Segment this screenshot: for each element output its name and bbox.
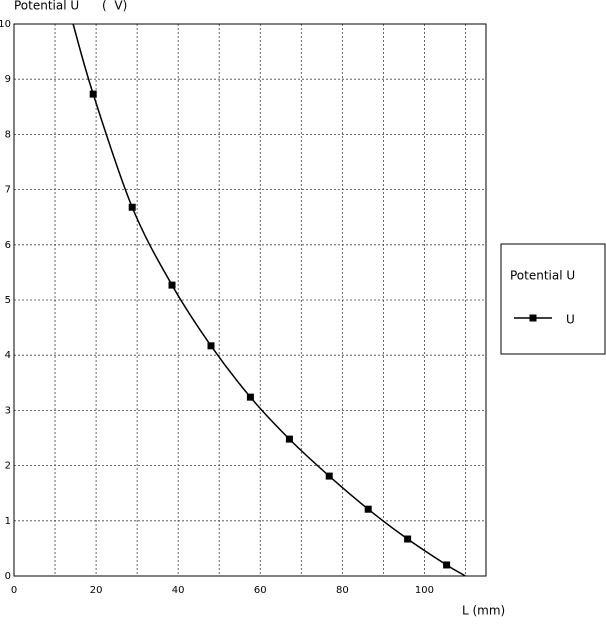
- data-point: [443, 561, 451, 569]
- y-tick-label: 2: [5, 461, 11, 472]
- x-axis-label: L (mm): [462, 604, 505, 618]
- legend-marker: [529, 314, 537, 322]
- y-tick-label: 5: [5, 295, 11, 306]
- data-point: [325, 472, 333, 480]
- data-point: [364, 505, 372, 513]
- x-tick-label: 40: [172, 585, 185, 596]
- y-tick-label: 4: [5, 350, 11, 361]
- y-tick-label: 0: [5, 571, 11, 582]
- y-tick-label: 9: [5, 74, 11, 85]
- data-point: [246, 393, 254, 401]
- legend-label: U: [566, 313, 575, 327]
- data-point: [404, 535, 412, 543]
- x-tick-label: 100: [415, 585, 434, 596]
- x-tick-label: 80: [336, 585, 349, 596]
- y-tick-label: 10: [0, 19, 11, 30]
- data-point: [128, 203, 136, 211]
- legend-box: [500, 243, 606, 355]
- data-point: [207, 342, 215, 350]
- plot-frame: [13, 23, 487, 577]
- data-point: [285, 435, 293, 443]
- y-axis-label: Potential U ( V): [14, 0, 127, 13]
- y-tick-label: 6: [5, 240, 11, 251]
- y-tick-label: 1: [5, 516, 11, 527]
- x-tick-label: 0: [11, 585, 17, 596]
- x-tick-label: 60: [254, 585, 267, 596]
- data-point: [168, 281, 176, 289]
- y-tick-label: 8: [5, 129, 11, 140]
- y-tick-label: 3: [5, 405, 11, 416]
- legend-title: Potential U: [510, 269, 575, 283]
- data-point: [89, 90, 97, 98]
- y-tick-label: 7: [5, 185, 11, 196]
- x-tick-label: 20: [90, 585, 103, 596]
